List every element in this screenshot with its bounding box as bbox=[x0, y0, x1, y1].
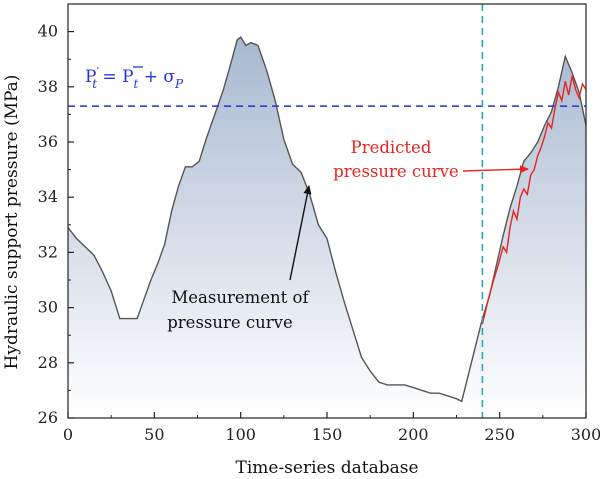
measurement-arrow bbox=[289, 185, 312, 281]
y-tick-label: 28 bbox=[38, 353, 58, 372]
y-tick-label: 30 bbox=[38, 298, 58, 317]
x-axis-title: Time-series database bbox=[235, 458, 418, 478]
x-tick-label: 150 bbox=[312, 425, 343, 444]
y-tick-label: 32 bbox=[38, 242, 58, 261]
svg-text:P′t = Pt + σP: P′ t = Pt + σP bbox=[85, 65, 184, 91]
x-tick-label: 100 bbox=[225, 425, 256, 444]
x-tick-label: 0 bbox=[63, 425, 73, 444]
measurement-area bbox=[68, 37, 586, 418]
y-tick-label: 26 bbox=[38, 408, 58, 427]
predicted-label-line2: pressure curve bbox=[333, 162, 459, 181]
predicted-label-line1: Predicted bbox=[351, 138, 432, 157]
y-tick-label: 34 bbox=[38, 187, 58, 206]
measurement-label-line2: pressure curve bbox=[167, 313, 293, 332]
x-tick-label: 200 bbox=[398, 425, 429, 444]
x-tick-label: 50 bbox=[144, 425, 164, 444]
y-axis-title: Hydraulic support pressure (MPa) bbox=[2, 75, 22, 370]
x-tick-label: 300 bbox=[571, 425, 600, 444]
predicted-arrow bbox=[462, 165, 529, 174]
predicted-line bbox=[481, 75, 587, 325]
y-tick-label: 40 bbox=[38, 22, 58, 41]
x-tick-label: 250 bbox=[484, 425, 515, 444]
measurement-line bbox=[67, 36, 587, 403]
measurement-label-line1: Measurement of bbox=[171, 288, 310, 307]
plot-area bbox=[67, 4, 587, 418]
threshold-formula: P′ t = Pt + σP bbox=[85, 65, 184, 91]
y-tick-label: 38 bbox=[38, 77, 58, 96]
axes: 0 50 100 150 200 250 300 26 28 30 32 34 36 38 40 bbox=[38, 3, 600, 444]
y-tick-label: 36 bbox=[38, 132, 58, 151]
